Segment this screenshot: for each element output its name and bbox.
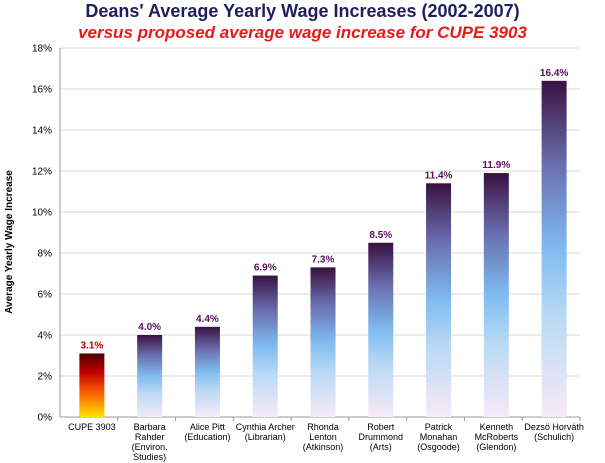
y-tick-label: 18% xyxy=(32,44,52,55)
x-tick-label: Dezsö Horváth (Schulich) xyxy=(524,422,584,442)
bar xyxy=(426,183,452,417)
y-tick-label: 4% xyxy=(38,331,53,342)
chart-title: Deans' Average Yearly Wage Increases (20… xyxy=(85,1,520,21)
y-tick-label: 14% xyxy=(32,126,52,137)
bar xyxy=(310,267,336,417)
y-tick-label: 10% xyxy=(32,208,52,219)
data-label: 11.4% xyxy=(425,170,453,181)
bar xyxy=(368,242,394,417)
data-label: 8.5% xyxy=(369,230,392,241)
data-label: 4.4% xyxy=(196,314,219,325)
data-label: 7.3% xyxy=(312,254,335,265)
bar xyxy=(194,326,220,417)
bar xyxy=(137,335,163,417)
x-tick-label: Alice Pitt (Education) xyxy=(184,422,230,442)
x-axis: CUPE 3903 Barbara Rahder (Environ. Studies) A… xyxy=(68,417,584,462)
bar xyxy=(252,275,278,417)
bar xyxy=(541,80,567,418)
y-tick-label: 0% xyxy=(38,413,53,424)
x-tick-label: Robert Drummond (Arts) xyxy=(359,422,404,452)
y-tick-label: 8% xyxy=(38,249,53,260)
bars xyxy=(79,80,567,418)
bar xyxy=(483,173,509,417)
x-tick-label: Barbara Rahder (Environ. Studies) xyxy=(132,422,168,462)
data-label: 3.1% xyxy=(80,340,103,351)
chart-subtitle: versus proposed average wage increase fo… xyxy=(78,23,527,42)
x-tick-label: CUPE 3903 xyxy=(68,422,116,432)
data-label: 4.0% xyxy=(138,322,161,333)
y-tick-label: 2% xyxy=(38,372,53,383)
y-axis-label: Average Yearly Wage Increase xyxy=(4,170,15,314)
y-tick-label: 16% xyxy=(32,85,52,96)
x-tick-label: Patrick Monahan (Osgoode) xyxy=(417,422,460,452)
data-label: 11.9% xyxy=(482,160,510,171)
x-tick-label: Cynthia Archer (Librarian) xyxy=(236,422,295,442)
data-label: 6.9% xyxy=(254,263,277,274)
bar xyxy=(79,353,105,417)
x-tick-label: Kenneth McRoberts (Glendon) xyxy=(475,422,519,452)
data-label: 16.4% xyxy=(540,68,568,79)
y-tick-label: 12% xyxy=(32,167,52,178)
x-tick-label: Rhonda Lenton (Atkinson) xyxy=(303,422,344,452)
value-labels: 3.1% 4.0% 4.4% 6.9% 7.3% 8.5% 11.4% 11.9% 16.4% xyxy=(80,68,568,352)
y-tick-label: 6% xyxy=(38,290,53,301)
